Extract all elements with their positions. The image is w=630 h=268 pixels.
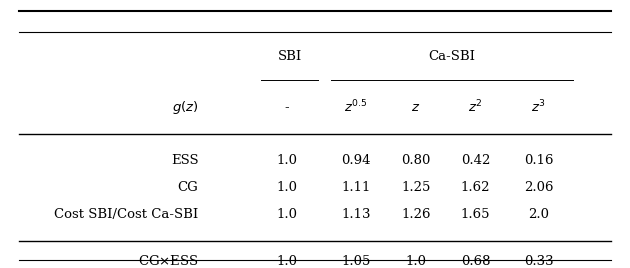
Text: 1.26: 1.26 [401, 208, 430, 221]
Text: 1.05: 1.05 [341, 255, 370, 268]
Text: $g(z)$: $g(z)$ [172, 99, 198, 116]
Text: CG: CG [178, 181, 198, 194]
Text: 0.16: 0.16 [524, 154, 553, 167]
Text: 2.06: 2.06 [524, 181, 553, 194]
Text: 1.65: 1.65 [461, 208, 490, 221]
Text: Ca-SBI: Ca-SBI [428, 50, 476, 63]
Text: 1.13: 1.13 [341, 208, 370, 221]
Text: $z^3$: $z^3$ [531, 99, 546, 116]
Text: $z$: $z$ [411, 101, 420, 114]
Text: 0.68: 0.68 [461, 255, 490, 268]
Text: 1.0: 1.0 [405, 255, 427, 268]
Text: 1.11: 1.11 [341, 181, 370, 194]
Text: 1.0: 1.0 [276, 181, 297, 194]
Text: 1.0: 1.0 [276, 154, 297, 167]
Text: 2.0: 2.0 [528, 208, 549, 221]
Text: ESS: ESS [171, 154, 198, 167]
Text: 1.0: 1.0 [276, 208, 297, 221]
Text: Cost SBI/Cost Ca-SBI: Cost SBI/Cost Ca-SBI [54, 208, 198, 221]
Text: $z^{0.5}$: $z^{0.5}$ [344, 99, 368, 116]
Text: 0.42: 0.42 [461, 154, 490, 167]
Text: SBI: SBI [278, 50, 302, 63]
Text: $z^2$: $z^2$ [469, 99, 483, 116]
Text: 1.0: 1.0 [276, 255, 297, 268]
Text: CG$\times$ESS: CG$\times$ESS [138, 254, 198, 268]
Text: 1.25: 1.25 [401, 181, 430, 194]
Text: 0.80: 0.80 [401, 154, 430, 167]
Text: -: - [284, 101, 289, 114]
Text: 0.94: 0.94 [341, 154, 370, 167]
Text: 0.33: 0.33 [524, 255, 554, 268]
Text: 1.62: 1.62 [461, 181, 490, 194]
